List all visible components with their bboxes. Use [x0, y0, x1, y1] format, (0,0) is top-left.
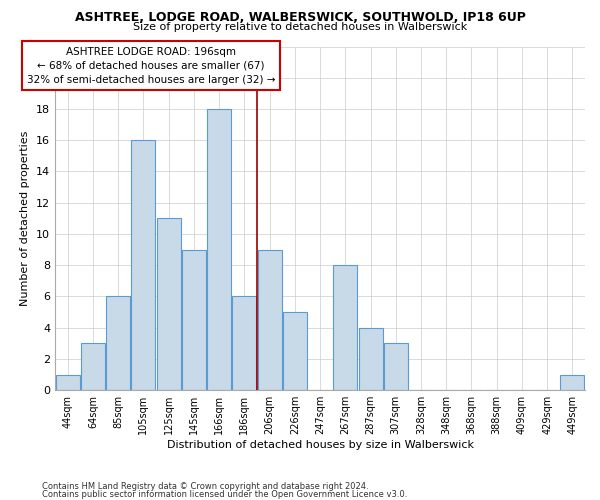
Text: Contains public sector information licensed under the Open Government Licence v3: Contains public sector information licen…: [42, 490, 407, 499]
Bar: [131, 140, 155, 390]
Text: Size of property relative to detached houses in Walberswick: Size of property relative to detached ho…: [133, 22, 467, 32]
Bar: [81, 344, 105, 390]
Bar: [384, 344, 408, 390]
Bar: [283, 312, 307, 390]
Text: Contains HM Land Registry data © Crown copyright and database right 2024.: Contains HM Land Registry data © Crown c…: [42, 482, 368, 491]
Bar: [56, 374, 80, 390]
Bar: [257, 250, 281, 390]
Bar: [232, 296, 256, 390]
Bar: [207, 109, 231, 390]
X-axis label: Distribution of detached houses by size in Walberswick: Distribution of detached houses by size …: [167, 440, 473, 450]
Text: ASHTREE, LODGE ROAD, WALBERSWICK, SOUTHWOLD, IP18 6UP: ASHTREE, LODGE ROAD, WALBERSWICK, SOUTHW…: [74, 11, 526, 24]
Bar: [359, 328, 383, 390]
Bar: [560, 374, 584, 390]
Bar: [157, 218, 181, 390]
Y-axis label: Number of detached properties: Number of detached properties: [20, 130, 31, 306]
Bar: [106, 296, 130, 390]
Bar: [334, 265, 357, 390]
Text: ASHTREE LODGE ROAD: 196sqm
← 68% of detached houses are smaller (67)
32% of semi: ASHTREE LODGE ROAD: 196sqm ← 68% of deta…: [27, 46, 275, 84]
Bar: [182, 250, 206, 390]
